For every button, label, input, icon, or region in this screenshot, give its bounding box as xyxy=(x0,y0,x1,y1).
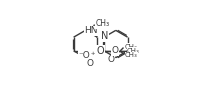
Text: CH₃: CH₃ xyxy=(95,19,110,28)
Text: ⁻O: ⁻O xyxy=(78,51,90,59)
Text: O: O xyxy=(107,55,114,64)
Text: CH₃: CH₃ xyxy=(125,52,138,58)
Text: HN: HN xyxy=(84,26,98,35)
Text: N: N xyxy=(101,32,108,41)
Text: CH₃: CH₃ xyxy=(127,48,140,54)
Text: O: O xyxy=(86,59,94,68)
Text: N⁺: N⁺ xyxy=(84,51,96,59)
Text: CH₃: CH₃ xyxy=(125,44,138,50)
Text: O: O xyxy=(112,46,119,55)
Text: O: O xyxy=(97,46,104,56)
